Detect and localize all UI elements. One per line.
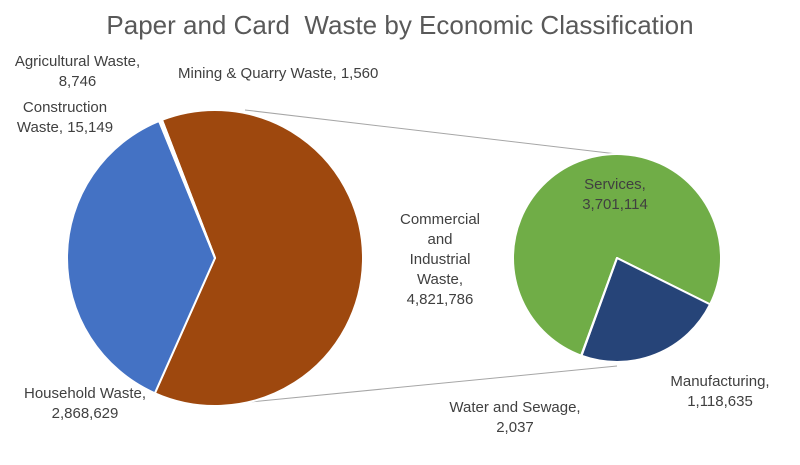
primary-slice-commercial-and-industrial-waste bbox=[153, 109, 364, 407]
data-label-mining: Mining & Quarry Waste, 1,560 bbox=[178, 65, 379, 82]
data-label-agricultural: Agricultural Waste, 8,746 bbox=[14, 53, 141, 90]
secondary-slice-services bbox=[512, 153, 722, 357]
secondary-slice-water-and-sewage bbox=[580, 257, 618, 357]
data-label-household: Household Waste, 2,868,629 bbox=[23, 385, 146, 422]
series-line-top bbox=[244, 109, 618, 155]
data-label-commercial: Commercial and Industrial Waste, 4,821,786 bbox=[399, 211, 480, 308]
secondary-slice-manufacturing bbox=[580, 257, 712, 363]
chart-title: Paper and Card Waste by Economic Classif… bbox=[106, 10, 694, 40]
data-label-water-sewage: Water and Sewage, 2,037 bbox=[449, 399, 581, 436]
primary-slice-mining-quarry-waste bbox=[160, 118, 216, 259]
data-label-manufacturing: Manufacturing, 1,118,635 bbox=[670, 373, 770, 410]
data-label-construction: Construction Waste, 15,149 bbox=[16, 99, 114, 136]
primary-slice-household-waste bbox=[66, 119, 216, 395]
series-line-bottom bbox=[239, 365, 618, 404]
data-label-services: Services, 3,701,114 bbox=[582, 176, 648, 213]
